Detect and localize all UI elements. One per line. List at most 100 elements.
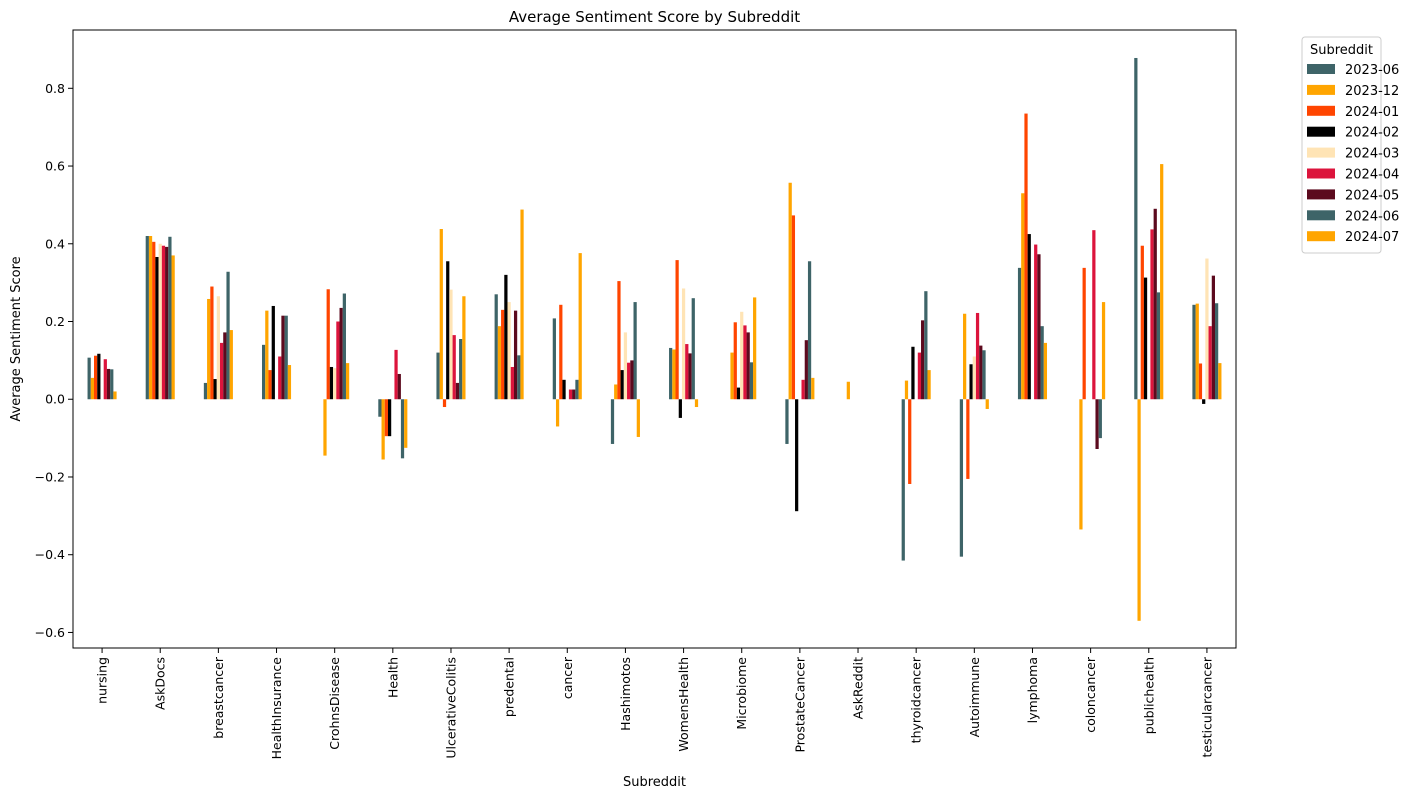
bar-ProstateCancer-2023-12	[788, 182, 792, 400]
bar-AskDocs-2024-06	[168, 236, 172, 400]
bar-HealthInsurance-2024-06	[284, 315, 288, 400]
x-tick-label: AskDocs	[153, 657, 168, 710]
bar-thyroidcancer-2024-05	[921, 320, 925, 400]
plot-frame	[72, 29, 1237, 649]
x-tick-label: Hashimotos	[618, 657, 633, 731]
bar-Health-2024-02	[387, 399, 392, 437]
bar-lymphoma-2023-12	[1021, 193, 1025, 400]
bar-UlcerativeColitis-2024-02	[446, 261, 450, 400]
bar-testicularcancer-2023-06	[1192, 304, 1196, 400]
bar-CrohnsDisease-2024-01	[326, 289, 330, 400]
bar-nursing-2024-01	[94, 355, 98, 400]
x-tick-label: Health	[385, 657, 400, 698]
bar-publichealth-2023-06	[1134, 57, 1138, 400]
bar-predental-2024-03	[507, 302, 511, 400]
bar-ProstateCancer-2024-07	[811, 377, 815, 400]
bar-lymphoma-2024-02	[1027, 234, 1031, 400]
bar-WomensHealth-2024-02	[678, 399, 682, 418]
bar-WomensHealth-2023-12	[672, 349, 676, 400]
bar-coloncancer-2024-04	[1092, 230, 1096, 400]
bar-breastcancer-2024-02	[213, 379, 217, 400]
bar-nursing-2024-02	[97, 353, 101, 400]
bar-cancer-2024-04	[568, 389, 573, 400]
legend-label: 2024-01	[1345, 105, 1399, 120]
legend-label: 2024-03	[1345, 147, 1399, 162]
bar-Health-2023-12	[381, 399, 385, 460]
bar-AskDocs-2023-12	[148, 236, 153, 400]
bar-Microbiome-2024-07	[753, 297, 757, 400]
y-tick-label: 0.2	[45, 314, 65, 329]
y-tick-label: 0.4	[45, 236, 65, 251]
legend-title: Subreddit	[1310, 43, 1373, 58]
bar-Microbiome-2024-03	[740, 311, 744, 400]
bar-predental-2023-06	[494, 294, 498, 400]
bar-Hashimotos-2024-03	[623, 332, 628, 400]
bar-CrohnsDisease-2024-02	[329, 366, 334, 400]
bar-cancer-2023-06	[552, 318, 556, 400]
legend-label: 2024-07	[1345, 230, 1399, 245]
bar-nursing-2024-05	[106, 368, 111, 400]
bar-CrohnsDisease-2024-04	[336, 321, 340, 400]
legend-label: 2023-12	[1345, 84, 1399, 99]
bar-Microbiome-2023-12	[730, 352, 734, 400]
bar-lymphoma-2024-06	[1040, 326, 1044, 400]
bar-Microbiome-2024-04	[743, 325, 747, 400]
bar-AskReddit-2023-12	[846, 381, 850, 400]
x-tick-label: HealthInsurance	[269, 657, 284, 760]
bar-cancer-2024-02	[562, 379, 566, 400]
x-tick-label: Microbiome	[734, 657, 749, 730]
legend-swatch	[1307, 210, 1335, 221]
bar-publichealth-2024-04	[1150, 229, 1154, 400]
bar-UlcerativeColitis-2024-06	[459, 339, 463, 400]
bar-Microbiome-2024-06	[749, 362, 754, 400]
y-tick-label: 0.0	[45, 392, 65, 407]
bar-CrohnsDisease-2023-12	[323, 399, 327, 456]
bar-Hashimotos-2023-06	[610, 399, 615, 444]
y-axis-title: Average Sentiment Score	[9, 256, 24, 421]
x-tick-label: coloncancer	[1083, 656, 1098, 733]
bar-UlcerativeColitis-2023-12	[439, 229, 443, 400]
x-tick-label: cancer	[560, 656, 575, 699]
bar-testicularcancer-2024-03	[1205, 258, 1209, 400]
bar-thyroidcancer-2024-02	[911, 346, 915, 400]
legend-label: 2023-06	[1345, 63, 1399, 78]
bar-WomensHealth-2024-04	[685, 344, 689, 400]
bar-nursing-2024-04	[103, 359, 107, 400]
legend-label: 2024-06	[1345, 209, 1399, 224]
bar-cancer-2024-06	[575, 379, 579, 400]
legend-swatch	[1307, 105, 1335, 116]
bar-thyroidcancer-2023-06	[901, 399, 905, 561]
x-tick-label: lymphoma	[1025, 657, 1040, 723]
x-tick-label: Autoimmune	[967, 657, 982, 738]
legend-swatch	[1307, 126, 1335, 137]
bar-predental-2024-01	[501, 309, 505, 400]
bar-CrohnsDisease-2024-05	[339, 307, 343, 400]
bar-thyroidcancer-2024-04	[917, 352, 922, 400]
bar-Health-2023-06	[378, 399, 382, 417]
bar-publichealth-2024-07	[1160, 164, 1164, 400]
bar-publichealth-2023-12	[1137, 399, 1141, 621]
bar-testicularcancer-2024-01	[1198, 363, 1203, 400]
bar-Autoimmune-2024-03	[972, 356, 976, 400]
x-tick-label: thyroidcancer	[909, 656, 924, 743]
bar-thyroidcancer-2024-01	[908, 399, 912, 484]
bar-predental-2024-06	[517, 355, 521, 400]
x-tick-label: ProstateCancer	[792, 656, 807, 752]
bar-Health-2024-04	[394, 349, 398, 400]
bar-Health-2024-07	[404, 399, 408, 448]
bar-Hashimotos-2024-05	[630, 360, 634, 400]
bar-Hashimotos-2024-07	[636, 399, 640, 437]
bar-Microbiome-2024-02	[736, 387, 741, 400]
bar-AskDocs-2024-07	[171, 255, 175, 400]
bar-UlcerativeColitis-2024-05	[455, 382, 460, 400]
bar-breastcancer-2023-06	[203, 382, 208, 400]
bar-UlcerativeColitis-2023-06	[436, 352, 440, 400]
bar-thyroidcancer-2024-07	[927, 370, 931, 400]
bar-ProstateCancer-2024-05	[804, 340, 808, 400]
legend-swatch	[1307, 168, 1335, 179]
legend-label: 2024-05	[1345, 188, 1399, 203]
bar-HealthInsurance-2023-12	[265, 310, 269, 400]
bar-coloncancer-2023-12	[1079, 399, 1083, 530]
bar-breastcancer-2024-07	[229, 330, 233, 400]
bar-publichealth-2024-05	[1153, 208, 1157, 400]
